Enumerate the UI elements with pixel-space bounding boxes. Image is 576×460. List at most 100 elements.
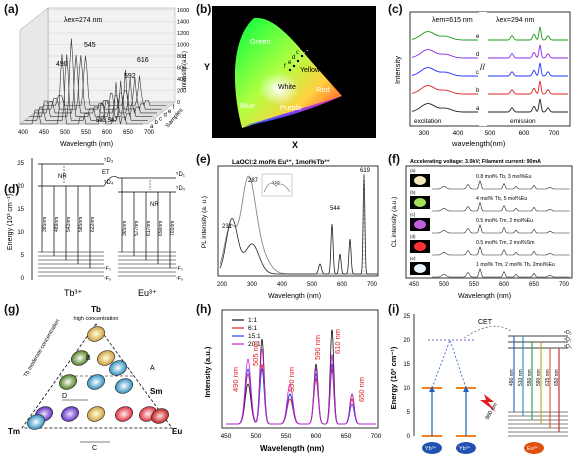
peak-annotation: 505 nm (251, 341, 260, 366)
nr-label: NR (150, 202, 159, 208)
plot-title: LaOCl:2 mol% Eu³⁺, 1mol%Tb³⁺ (232, 159, 330, 166)
y-axis-label: Y (204, 62, 210, 72)
excitation-label: excitation (414, 118, 442, 125)
z-tick: 0 (177, 100, 180, 106)
z-tick: 200 (177, 89, 186, 95)
path-label: B (86, 355, 91, 362)
point-label: d (292, 55, 295, 61)
peak-annotation: 590 nm (313, 335, 322, 360)
excitation-curve (411, 31, 478, 41)
x-tick: 650 (123, 130, 134, 136)
point-label: b (300, 46, 304, 52)
region-label: Purple (280, 103, 302, 112)
y-axis-label: Energy (10³ cm⁻¹) (7, 194, 14, 250)
y-axis-label: Intensity (393, 56, 402, 84)
emission-curve (488, 80, 568, 95)
z-tick: 600 (177, 66, 186, 72)
emission-curve (219, 173, 378, 275)
row-label: 0.8 mol% Tb, 3 mol%Eu (476, 174, 532, 180)
peak-label: 287 (248, 178, 259, 184)
spectrum-line (43, 55, 167, 107)
vertex-label: Tm (8, 427, 20, 436)
x-tick: 450 (221, 433, 232, 440)
x-tick: 550 (469, 282, 480, 288)
phosphor-dot (115, 406, 133, 422)
x-tick: 650 (341, 433, 352, 440)
x-tick: 500 (251, 433, 262, 440)
spectrum-series (226, 363, 376, 425)
x-axis-label: Wavelength (nm) (60, 141, 113, 148)
level-label: ⁷F₆ (104, 276, 111, 282)
x-tick: 700 (559, 282, 570, 288)
x-tick: 450 (409, 282, 420, 288)
transition-label: 590 nm (536, 369, 542, 386)
spectrum-line (29, 38, 153, 117)
x-tick: 600 (499, 282, 510, 288)
et-label: ET (102, 170, 110, 176)
level-label: ⁵D₁ (564, 337, 572, 343)
legend-label: 20:1 (248, 341, 261, 348)
phosphor-glow (414, 176, 426, 185)
x-tick: 600 (337, 282, 348, 288)
x-axis-label: Wavelength (nm) (260, 444, 324, 453)
spectrum-series (226, 363, 376, 425)
point-label: c (296, 50, 299, 56)
transition-label: 550 nm (527, 369, 533, 386)
y-tick: 25 (17, 161, 24, 167)
z-tick: 1400 (177, 20, 189, 26)
region-label: Red (316, 85, 330, 94)
svg-text://: // (480, 62, 486, 72)
panel-a: (a) λex=274 nm 490 545 592 616 583,587 4… (0, 0, 192, 150)
nr-label: NR (58, 174, 67, 180)
curve-label: b (476, 88, 480, 94)
z-tick: 1600 (177, 8, 189, 14)
phosphor-dot (27, 414, 45, 430)
peak-annotation: 610 nm (333, 329, 342, 354)
path-label: D (62, 393, 67, 400)
level-label: ⁵D₃ (104, 157, 114, 164)
color-point (288, 68, 292, 72)
peak-annotation: 550 nm (287, 367, 296, 392)
upconversion-spectrum: 1:16:115:120:1 490 nm 505 nm 550 nm 590 … (203, 309, 382, 453)
excitation-curve (219, 175, 378, 275)
row-tag: (a) (410, 168, 416, 173)
x-tick: 650 (529, 282, 540, 288)
y-tick: 5 (407, 410, 411, 416)
curve-label: e (476, 34, 480, 40)
panel-g: (g) Tb high concentration Tb moderate co… (0, 302, 192, 455)
ion-label: Yb³⁺ (459, 445, 471, 452)
ion-label: Yb³⁺ (425, 445, 437, 452)
transition-label: 542nm (66, 217, 72, 232)
phosphor-glow (414, 242, 426, 251)
color-point (304, 50, 308, 54)
y-axis-label: PL intensity (a. u.) (201, 196, 208, 248)
phosphor-dot (87, 406, 105, 422)
side-label: Tb moderate concentration (23, 318, 61, 378)
transition-label: 617nm (146, 221, 152, 236)
panel-label: (a) (4, 2, 19, 16)
region-label: Yellow (300, 67, 321, 74)
panel-label: (g) (4, 302, 20, 316)
region-label: Blue (240, 101, 255, 110)
sample-tick: d (164, 113, 167, 119)
x-axis-label: wavelength(nm) (451, 139, 506, 148)
spectrum-line (20, 53, 143, 125)
panel-c: (c) // λem=615 nm λex=294 nm Intensity e… (384, 0, 576, 150)
cl-spectrum-line (432, 180, 570, 190)
level-label: ⁵D₄ (104, 179, 114, 186)
x-tick: 600 (311, 433, 322, 440)
point-label: f (284, 64, 286, 70)
sample-tick: c (159, 116, 162, 122)
spectrum-series (226, 348, 376, 425)
x-tick: 200 (217, 282, 228, 288)
phosphor-dot (71, 350, 89, 366)
x-tick: 600 (102, 130, 113, 136)
cl-spectrum-line (432, 202, 570, 212)
spectrum-line (38, 55, 162, 111)
y-tick: 10 (403, 386, 410, 392)
color-point (308, 46, 312, 50)
y-axis-label: Energy (10³ cm⁻¹) (389, 346, 398, 409)
y-tick: 20 (403, 338, 410, 344)
